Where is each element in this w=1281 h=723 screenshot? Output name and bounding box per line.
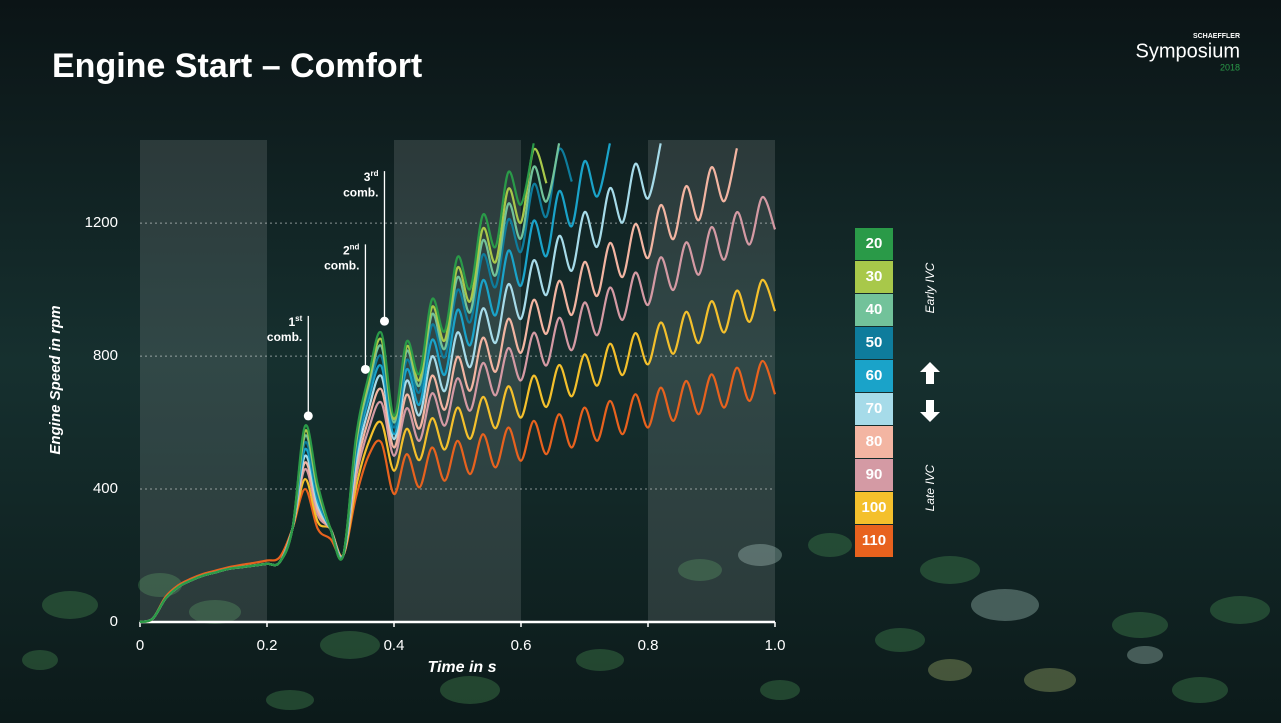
legend-swatch bbox=[855, 492, 893, 524]
annotation-dot bbox=[379, 316, 389, 326]
legend-label: 80 bbox=[866, 433, 883, 450]
x-tick-label: 0.8 bbox=[638, 637, 659, 654]
legend-label: 20 bbox=[866, 235, 883, 252]
annotation-order: 3rd bbox=[364, 169, 379, 184]
annotation-number: 1 bbox=[288, 315, 295, 329]
legend-swatch bbox=[855, 426, 893, 458]
legend-swatch bbox=[855, 294, 893, 326]
arrow-down bbox=[920, 400, 940, 422]
annotation-label: comb. bbox=[267, 330, 302, 344]
legend-swatch bbox=[855, 261, 893, 293]
y-tick-label: 800 bbox=[93, 347, 118, 364]
year: 2018 bbox=[1220, 62, 1240, 72]
slide-title: Engine Start – Comfort bbox=[52, 47, 422, 85]
x-tick-label: 1.0 bbox=[765, 637, 786, 654]
x-tick-label: 0.6 bbox=[511, 637, 532, 654]
legend-label: 110 bbox=[862, 532, 886, 549]
x-axis-label: Time in s bbox=[427, 659, 496, 676]
annotation-order: 1st bbox=[288, 314, 302, 329]
annotation-suffix: rd bbox=[370, 169, 378, 178]
y-tick-label: 0 bbox=[110, 613, 118, 630]
annotation-suffix: nd bbox=[350, 242, 360, 251]
shade-band bbox=[648, 140, 775, 622]
y-axis-label: Engine Speed in rpm bbox=[47, 305, 64, 454]
x-tick-label: 0.4 bbox=[384, 637, 405, 654]
legend-swatch bbox=[855, 393, 893, 425]
legend-label: 40 bbox=[866, 301, 883, 318]
annotation-number: 3 bbox=[364, 170, 371, 184]
legend-label: 50 bbox=[866, 334, 883, 351]
legend-top-label: Early IVC bbox=[923, 262, 937, 313]
annotation-number: 2 bbox=[343, 244, 350, 258]
legend-label: 70 bbox=[866, 400, 883, 417]
annotation-dot bbox=[303, 411, 313, 421]
legend-label: 60 bbox=[866, 367, 883, 384]
legend-swatch bbox=[855, 228, 893, 260]
arrow-up bbox=[920, 362, 940, 384]
legend-swatch bbox=[855, 525, 893, 557]
x-tick-label: 0 bbox=[136, 637, 144, 654]
series-line bbox=[139, 143, 535, 624]
y-tick-label: 400 bbox=[93, 480, 118, 497]
annotation-label: comb. bbox=[343, 185, 378, 199]
legend-bottom-label: Late IVC bbox=[923, 464, 937, 511]
legend-swatch bbox=[855, 327, 893, 359]
legend-label: 100 bbox=[861, 499, 886, 516]
y-tick-label: 1200 bbox=[85, 214, 118, 231]
x-tick-label: 0.2 bbox=[257, 637, 278, 654]
brand: SCHAEFFLER bbox=[1193, 33, 1240, 40]
legend-swatch bbox=[855, 459, 893, 491]
legend-label: 90 bbox=[866, 466, 883, 483]
annotation-dot bbox=[360, 364, 370, 374]
legend-label: 30 bbox=[866, 268, 883, 285]
annotation-label: comb. bbox=[324, 259, 359, 273]
series-line bbox=[139, 359, 777, 624]
shade-band bbox=[140, 140, 267, 622]
legend-swatch bbox=[855, 360, 893, 392]
annotation-suffix: st bbox=[295, 314, 302, 323]
annotation-order: 2nd bbox=[343, 242, 360, 257]
event: Symposium bbox=[1136, 40, 1240, 62]
decor bbox=[22, 533, 1270, 710]
